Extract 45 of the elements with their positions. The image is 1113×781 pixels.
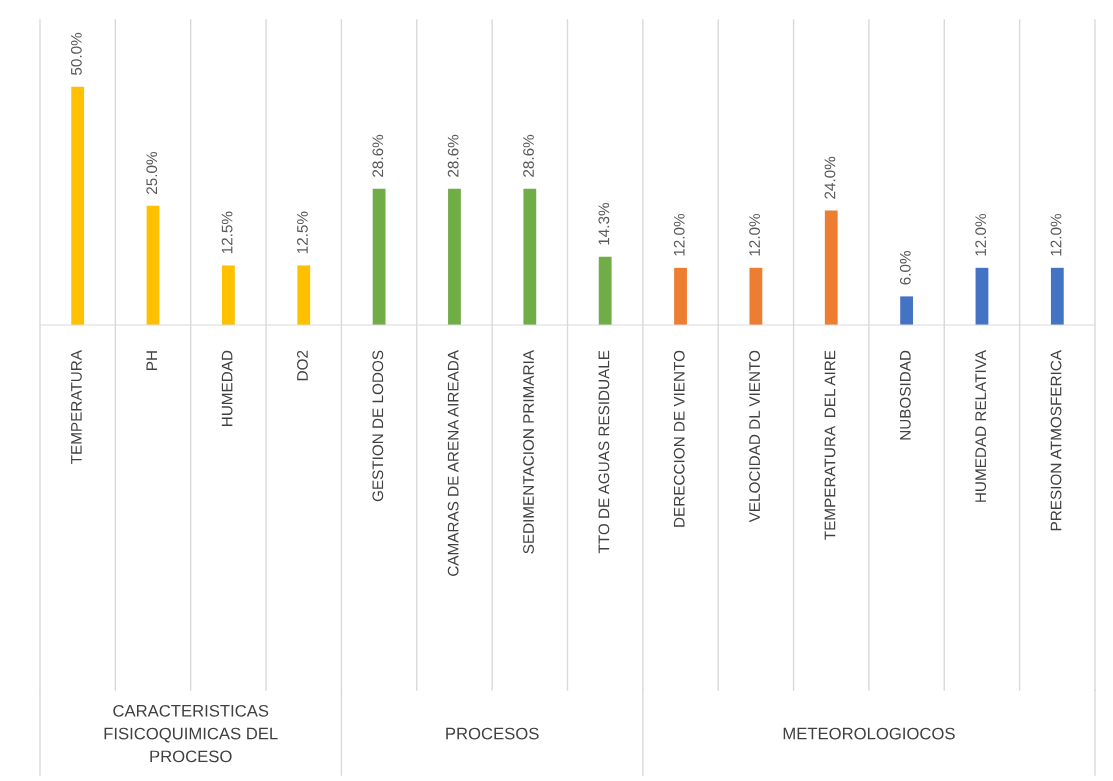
x-tick-label: DO2: [297, 350, 308, 381]
x-tick-label: SEDIMENTACION PRIMARIA: [523, 350, 534, 554]
bar: [975, 267, 989, 325]
data-label: 24.0%: [824, 156, 836, 199]
bar: [523, 188, 537, 325]
bar: [1050, 267, 1064, 325]
x-tick-label: VELOCIDAD DL VIENTO: [749, 350, 760, 523]
bar: [448, 188, 461, 325]
data-label: 12.0%: [749, 213, 760, 256]
x-tick-label: TTO DE AGUAS RESIDUALE: [598, 350, 610, 554]
x-tick-label: TEMPERATURA DEL AIRE: [824, 350, 836, 540]
text: PROCESOS: [446, 727, 539, 740]
text: METEOROLOGIOCOS: [783, 727, 955, 740]
data-label: 28.6%: [447, 134, 459, 177]
data-label: 12.5%: [221, 211, 233, 254]
bar: [824, 210, 838, 325]
data-label: 12.0%: [673, 213, 685, 256]
data-label: 28.6%: [372, 134, 384, 177]
bar: [221, 265, 235, 325]
data-label: 25.0%: [146, 151, 158, 194]
x-tick-label: NUBOSIDAD: [899, 350, 911, 440]
bar: [598, 256, 612, 325]
data-label: 12.0%: [975, 213, 987, 256]
data-label: 50.0%: [70, 32, 82, 75]
bar: [900, 296, 914, 325]
data-label: 6.0%: [899, 251, 911, 285]
x-tick-label: PH: [146, 351, 157, 370]
x-tick-label: PRESION ATMOSFERICA: [1050, 350, 1062, 531]
bar: [674, 267, 687, 325]
x-tick-label: CAMARAS DE ARENA AIREADA: [447, 350, 459, 576]
bar: [749, 267, 763, 325]
x-tick-label: HUMEDAD: [221, 350, 233, 426]
data-label: 28.6%: [523, 134, 534, 177]
bar: [71, 86, 85, 325]
text: CARACTERISTICAS FISICOQUIMICAS DEL PROCESO: [104, 704, 278, 763]
data-label: 12.5%: [297, 211, 308, 254]
x-tick-label: GESTION DE LODOS: [372, 350, 384, 502]
data-label: 14.3%: [598, 202, 610, 245]
data-label: 12.0%: [1050, 213, 1062, 256]
x-tick-label: DERECCION DE VIENTO: [673, 350, 685, 527]
bar: [146, 205, 160, 325]
x-tick-label: HUMEDAD RELATIVA: [975, 350, 987, 502]
bar: [297, 265, 311, 325]
bar: [372, 188, 386, 325]
x-tick-label: TEMPERATURA: [71, 350, 82, 464]
